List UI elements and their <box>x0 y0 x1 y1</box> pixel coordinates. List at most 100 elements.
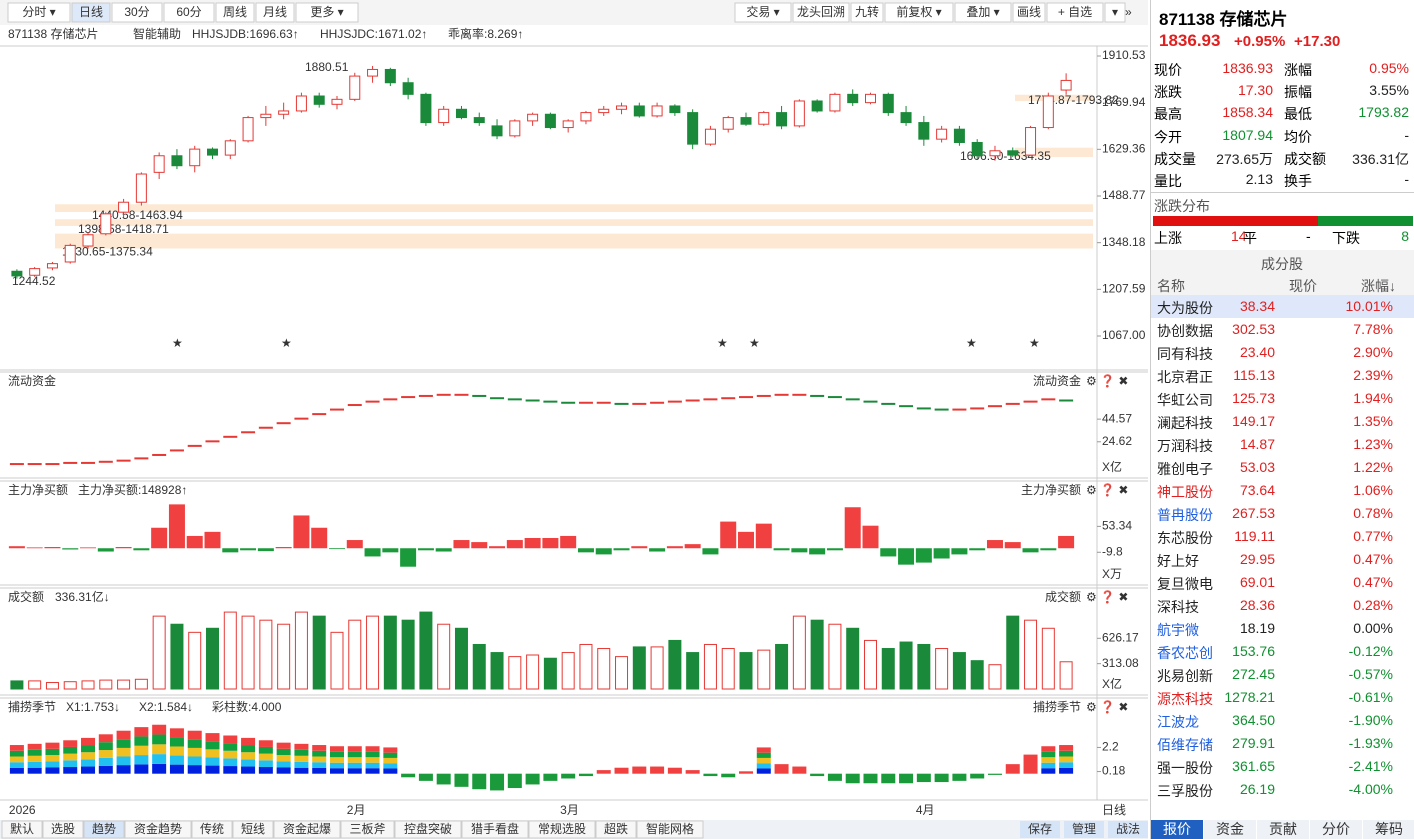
bottom-tab[interactable] <box>232 820 274 839</box>
stock-name[interactable]: 强一股份 <box>1157 760 1213 776</box>
candle <box>455 108 467 119</box>
stock-name[interactable]: 神工股份 <box>1157 484 1213 500</box>
bottom-tab[interactable] <box>1 820 43 839</box>
tool-button[interactable] <box>1046 2 1104 23</box>
stock-name[interactable]: 澜起科技 <box>1157 415 1213 431</box>
bottom-tab[interactable] <box>636 820 704 839</box>
tool-button[interactable] <box>1104 2 1126 23</box>
side-tab[interactable]: 分价 <box>1310 820 1362 839</box>
stock-name[interactable]: 江波龙 <box>1157 714 1199 730</box>
bottom-btn[interactable] <box>1020 821 1060 838</box>
bottom-tab[interactable] <box>528 820 596 839</box>
stock-name[interactable]: 协创数据 <box>1157 323 1213 339</box>
candle <box>900 112 912 124</box>
icons: ⚙ ❓ ✖ <box>1086 700 1128 714</box>
volume-bar <box>810 619 824 690</box>
y-tick-label: 1488.77 <box>1102 188 1146 202</box>
side-pct: +0.95% <box>1234 33 1286 50</box>
season-stack <box>27 743 42 774</box>
season-seg <box>1059 745 1074 751</box>
collapse: » <box>1125 5 1132 19</box>
tab-button[interactable] <box>255 2 295 23</box>
tool-button[interactable] <box>850 2 884 23</box>
stock-pct: 7.78% <box>1353 321 1393 337</box>
netbuy-bar <box>80 547 97 549</box>
season-seg <box>9 767 24 774</box>
season-seg <box>134 736 149 746</box>
stock-name[interactable]: 三孚股份 <box>1157 783 1213 799</box>
stock-price: 119.11 <box>1234 528 1275 544</box>
tab-button[interactable] <box>111 2 163 23</box>
tool-label: 叠加 ▾ <box>966 5 999 19</box>
side-tab[interactable]: 筹码 <box>1363 820 1414 839</box>
bottom-tab[interactable] <box>394 820 462 839</box>
season-seg <box>365 751 380 758</box>
netbuy-bar <box>986 540 1003 549</box>
bottom-tab[interactable] <box>273 820 341 839</box>
icons: ⚙ ❓ ✖ <box>1086 483 1128 497</box>
season-stack <box>312 745 327 774</box>
volume-bar <box>686 652 700 690</box>
tab-button[interactable] <box>215 2 255 23</box>
volume-bar <box>615 656 629 690</box>
candle <box>989 150 1001 157</box>
season-seg <box>134 764 149 774</box>
bottom-tab[interactable] <box>595 820 637 839</box>
stock-name[interactable]: 北京君正 <box>1157 369 1213 385</box>
tool-button[interactable] <box>884 2 954 23</box>
stock-name[interactable]: 同有科技 <box>1157 346 1213 362</box>
season-seg <box>756 757 771 764</box>
bottom-btn[interactable] <box>1064 821 1104 838</box>
candle <box>29 268 41 276</box>
tool-button[interactable] <box>734 2 792 23</box>
stock-name[interactable]: 雅创电子 <box>1157 461 1213 477</box>
stock-name[interactable]: 万润科技 <box>1157 438 1213 454</box>
season-seg <box>81 766 96 774</box>
stock-name[interactable]: 复旦微电 <box>1157 576 1213 592</box>
netbuy-bar <box>8 546 25 549</box>
side-tab[interactable]: 报价 <box>1151 820 1203 839</box>
bottom-tab[interactable] <box>191 820 233 839</box>
tab-button[interactable] <box>71 2 111 23</box>
bottom-tab[interactable] <box>124 820 192 839</box>
bottom-tab[interactable] <box>461 820 529 839</box>
bottom-tab[interactable] <box>42 820 84 839</box>
season-seg <box>258 746 273 754</box>
stock-price: 29.95 <box>1239 551 1275 567</box>
stock-name[interactable]: 东芯股份 <box>1157 530 1213 546</box>
tab-button[interactable] <box>163 2 215 23</box>
tool-button[interactable] <box>954 2 1012 23</box>
svg-text:★: ★ <box>1029 336 1040 350</box>
stock-name[interactable]: 源杰科技 <box>1157 691 1213 707</box>
stock-name[interactable]: 航宇微 <box>1157 622 1199 638</box>
candle <box>438 108 450 124</box>
season-seg <box>45 742 60 749</box>
season-seg <box>116 730 131 740</box>
season-seg <box>312 767 327 774</box>
side-tab[interactable]: 贡献 <box>1257 820 1309 839</box>
season-bar <box>507 773 522 789</box>
stock-name[interactable]: 普冉股份 <box>1157 507 1213 523</box>
bottom-btn[interactable] <box>1108 821 1148 838</box>
tab-button[interactable] <box>295 2 359 23</box>
stock-name[interactable]: 大为股份 <box>1157 300 1213 316</box>
stock-name[interactable]: 深科技 <box>1157 599 1199 615</box>
stock-name[interactable]: 香农芯创 <box>1157 645 1213 661</box>
zone-label: 1330.65-1375.34 <box>62 245 153 259</box>
stock-name[interactable]: 兆易创新 <box>1157 668 1213 684</box>
tab-button[interactable] <box>7 2 71 23</box>
extreme-label: 1880.51 <box>305 60 349 74</box>
tool-button[interactable] <box>792 2 850 23</box>
panel-title-right: 捕捞季节 <box>1033 699 1081 714</box>
side-tab[interactable]: 资金 <box>1204 820 1256 839</box>
stock-name[interactable]: 好上好 <box>1157 553 1199 569</box>
bottom-tab[interactable] <box>340 820 395 839</box>
candle <box>722 117 734 130</box>
season-bar <box>650 766 665 774</box>
tool-button[interactable] <box>1012 2 1046 23</box>
season-ind: 彩柱数:4.000 <box>212 699 282 714</box>
stock-name[interactable]: 华虹公司 <box>1157 392 1213 408</box>
season-stack <box>187 730 202 774</box>
bottom-tab[interactable] <box>83 820 125 839</box>
stock-name[interactable]: 佰维存储 <box>1157 737 1213 753</box>
